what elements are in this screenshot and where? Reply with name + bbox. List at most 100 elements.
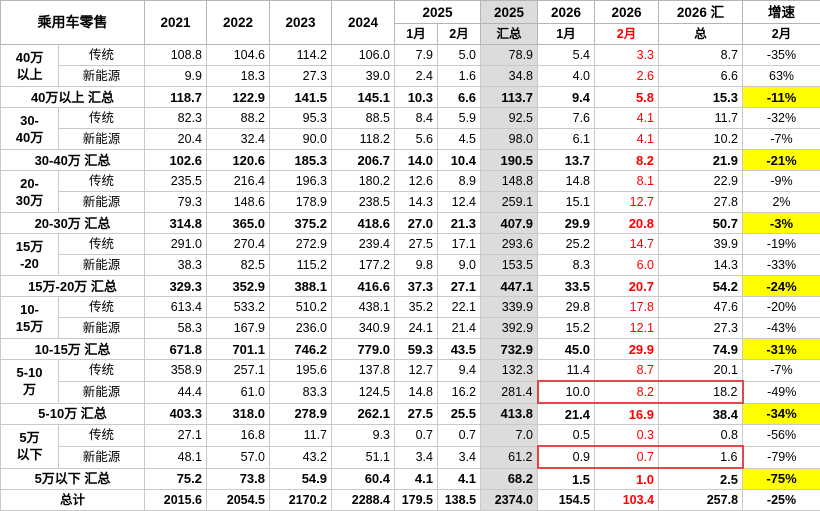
cell-2023: 54.9 [270, 468, 332, 490]
group-label-line1: 5万 [5, 429, 54, 446]
powertrain-label: 传统 [59, 425, 145, 447]
cell-growth: -32% [743, 108, 820, 129]
cell-2023: 43.2 [270, 446, 332, 468]
cell-2022: 16.8 [207, 425, 270, 447]
cell-2024: 118.2 [332, 129, 395, 150]
cell-2022: 701.1 [207, 339, 270, 360]
group-label-line2: -20 [5, 255, 54, 272]
cell-growth: -20% [743, 297, 820, 318]
cell-2021: 118.7 [145, 87, 207, 108]
cell-growth: -25% [743, 490, 820, 511]
grand-total-label: 总计 [1, 490, 145, 511]
group-label-line1: 10- [5, 301, 54, 318]
cell-2026-m1: 4.0 [538, 66, 595, 87]
cell-2026-m2: 3.3 [595, 45, 659, 66]
col-2025-m2: 2月 [438, 24, 481, 45]
cell-2025-total: 98.0 [481, 129, 538, 150]
cell-2026-total: 0.8 [659, 425, 743, 447]
cell-2023: 141.5 [270, 87, 332, 108]
cell-2026-total: 27.8 [659, 192, 743, 213]
cell-2025-total: 293.6 [481, 234, 538, 255]
cell-2026-m1: 1.5 [538, 468, 595, 490]
group-label-line1: 40万 [5, 49, 54, 66]
cell-2026-total: 38.4 [659, 403, 743, 425]
cell-2025-m1: 9.8 [395, 255, 438, 276]
cell-2024: 238.5 [332, 192, 395, 213]
col-2026-a: 2026 [538, 1, 595, 24]
cell-2024: 177.2 [332, 255, 395, 276]
cell-2025-total: 68.2 [481, 468, 538, 490]
cell-2025-m2: 8.9 [438, 171, 481, 192]
cell-2026-total: 22.9 [659, 171, 743, 192]
powertrain-label: 新能源 [59, 66, 145, 87]
col-2026-m2: 2月 [595, 24, 659, 45]
cell-2025-total: 281.4 [481, 381, 538, 403]
cell-2022: 82.5 [207, 255, 270, 276]
cell-2025-m2: 21.3 [438, 213, 481, 234]
cell-2021: 329.3 [145, 276, 207, 297]
cell-2024: 124.5 [332, 381, 395, 403]
cell-2025-m1: 35.2 [395, 297, 438, 318]
cell-growth: -79% [743, 446, 820, 468]
cell-2026-total: 54.2 [659, 276, 743, 297]
cell-2025-m1: 27.5 [395, 403, 438, 425]
cell-2022: 257.1 [207, 360, 270, 382]
subtotal-label: 5万以下 汇总 [1, 468, 145, 490]
cell-2026-m2: 20.8 [595, 213, 659, 234]
cell-2023: 114.2 [270, 45, 332, 66]
cell-growth: -21% [743, 150, 820, 171]
cell-2022: 167.9 [207, 318, 270, 339]
cell-2026-m2: 8.7 [595, 360, 659, 382]
cell-2025-m2: 6.6 [438, 87, 481, 108]
col-2026-b: 2026 [595, 1, 659, 24]
cell-growth: 63% [743, 66, 820, 87]
cell-2024: 206.7 [332, 150, 395, 171]
cell-2023: 272.9 [270, 234, 332, 255]
cell-2024: 438.1 [332, 297, 395, 318]
powertrain-label: 新能源 [59, 192, 145, 213]
cell-2023: 236.0 [270, 318, 332, 339]
cell-2024: 340.9 [332, 318, 395, 339]
cell-2022: 61.0 [207, 381, 270, 403]
col-2026-total: 2026 汇 [659, 1, 743, 24]
cell-2026-m1: 33.5 [538, 276, 595, 297]
powertrain-label: 传统 [59, 108, 145, 129]
cell-2026-m2: 4.1 [595, 129, 659, 150]
cell-2026-total: 2.5 [659, 468, 743, 490]
cell-growth: -43% [743, 318, 820, 339]
cell-growth: -11% [743, 87, 820, 108]
cell-2023: 11.7 [270, 425, 332, 447]
cell-2026-total: 1.6 [659, 446, 743, 468]
cell-2021: 108.8 [145, 45, 207, 66]
cell-2026-m2: 8.2 [595, 381, 659, 403]
cell-2025-m2: 138.5 [438, 490, 481, 511]
cell-2026-m1: 45.0 [538, 339, 595, 360]
cell-2025-m2: 9.4 [438, 360, 481, 382]
cell-2025-m2: 27.1 [438, 276, 481, 297]
cell-growth: -49% [743, 381, 820, 403]
cell-2025-total: 92.5 [481, 108, 538, 129]
cell-2025-m1: 2.4 [395, 66, 438, 87]
group-label-line1: 30- [5, 112, 54, 129]
cell-2026-m2: 4.1 [595, 108, 659, 129]
powertrain-label: 传统 [59, 171, 145, 192]
col-2022: 2022 [207, 1, 270, 45]
group-label-line2: 以下 [5, 446, 54, 463]
cell-2022: 318.0 [207, 403, 270, 425]
cell-growth: -7% [743, 360, 820, 382]
powertrain-label: 新能源 [59, 255, 145, 276]
col-2024: 2024 [332, 1, 395, 45]
cell-2026-m1: 6.1 [538, 129, 595, 150]
col-2026-m1: 1月 [538, 24, 595, 45]
cell-2024: 779.0 [332, 339, 395, 360]
group-label-line1: 5-10 [5, 364, 54, 381]
cell-2023: 196.3 [270, 171, 332, 192]
